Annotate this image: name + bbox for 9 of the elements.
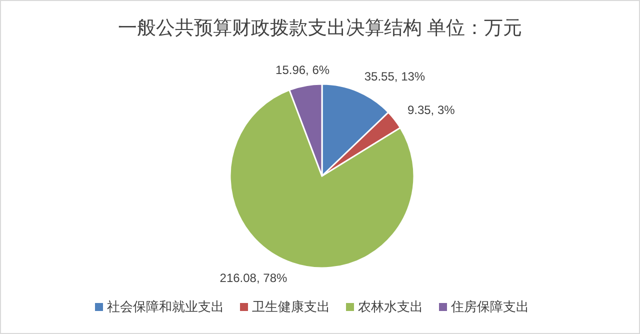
data-label: 35.55, 13% (364, 70, 426, 84)
data-label: 15.96, 6% (276, 62, 330, 77)
chart-title: 一般公共预算财政拨款支出决算结构 单位：万元 (118, 18, 522, 39)
legend-label: 农林水支出 (358, 299, 423, 314)
legend-label: 卫生健康支出 (252, 299, 330, 314)
data-label: 216.08, 78% (220, 271, 288, 286)
data-label: 9.35, 3% (407, 102, 456, 117)
legend-label: 社会保障和就业支出 (107, 299, 224, 314)
legend-label: 住房保障支出 (450, 299, 529, 314)
